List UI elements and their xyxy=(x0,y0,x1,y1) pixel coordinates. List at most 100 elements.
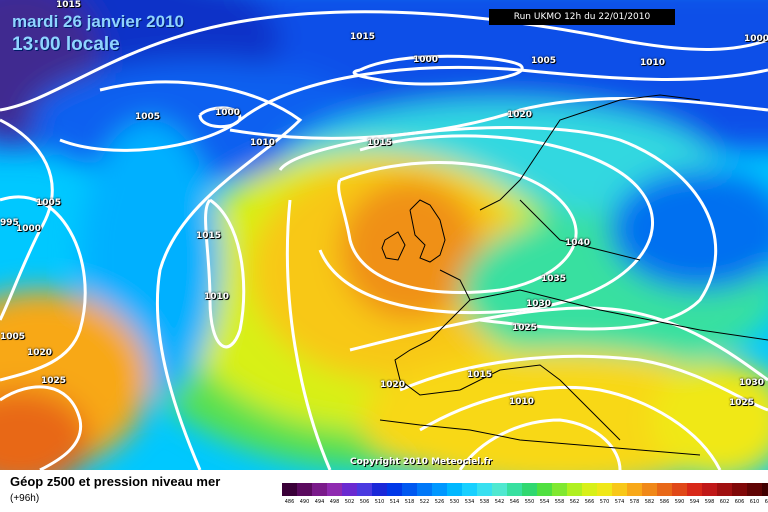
isobar-label: 1025 xyxy=(512,323,538,333)
color-scale-label: 594 xyxy=(689,499,700,505)
map-canvas xyxy=(0,0,768,470)
isobar-label: 1030 xyxy=(526,299,552,309)
color-scale-label: 498 xyxy=(329,499,340,505)
isobar-label: 1000 xyxy=(215,108,241,118)
isobar-label: 1010 xyxy=(204,292,230,302)
copyright-notice: Copyright 2010 Meteociel.fr xyxy=(350,457,493,467)
color-scale-swatch xyxy=(477,483,492,496)
color-scale-swatch xyxy=(327,483,342,496)
isobar-label: 1035 xyxy=(541,274,567,284)
isobar-label: 995 xyxy=(0,218,19,228)
color-scale-label: 562 xyxy=(569,499,580,505)
color-scale-swatch xyxy=(387,483,402,496)
map-local-time: 13:00 locale xyxy=(12,34,120,55)
color-scale-label: 614 xyxy=(764,499,768,505)
color-scale-label: 510 xyxy=(374,499,385,505)
color-scale xyxy=(282,483,768,496)
forecast-range: (+96h) xyxy=(10,493,40,504)
color-scale-label: 514 xyxy=(389,499,400,505)
color-scale-swatch xyxy=(732,483,747,496)
isobars xyxy=(0,10,768,470)
color-scale-label: 574 xyxy=(614,499,625,505)
color-scale-swatch xyxy=(297,483,312,496)
isobar-label: 1000 xyxy=(744,34,768,44)
color-scale-swatch xyxy=(597,483,612,496)
legend-footer: Géop z500 et pression niveau mer (+96h) … xyxy=(0,470,768,512)
color-scale-swatch xyxy=(687,483,702,496)
color-scale-label: 610 xyxy=(749,499,760,505)
color-scale-label: 550 xyxy=(524,499,535,505)
color-scale-swatch xyxy=(507,483,522,496)
color-scale-swatch xyxy=(672,483,687,496)
isobar-label: 1015 xyxy=(196,231,222,241)
isobar-label: 1000 xyxy=(413,55,439,65)
color-scale-label: 598 xyxy=(704,499,715,505)
isobar-label: 1000 xyxy=(16,224,42,234)
color-scale-swatch xyxy=(702,483,717,496)
isobar-label: 1010 xyxy=(640,58,666,68)
isobar-label: 1025 xyxy=(729,398,755,408)
color-scale-label: 486 xyxy=(284,499,295,505)
model-run-label: Run UKMO 12h du 22/01/2010 xyxy=(489,9,675,25)
color-scale-swatch xyxy=(657,483,672,496)
color-scale-swatch xyxy=(762,483,768,496)
color-scale-label: 570 xyxy=(599,499,610,505)
color-scale-label: 494 xyxy=(314,499,325,505)
color-scale-label: 590 xyxy=(674,499,685,505)
color-scale-swatch xyxy=(642,483,657,496)
isobar-label: 1015 xyxy=(350,32,376,42)
isobar-label: 1005 xyxy=(135,112,161,122)
color-scale-label: 558 xyxy=(554,499,565,505)
color-scale-label: 542 xyxy=(494,499,505,505)
color-scale-swatch xyxy=(462,483,477,496)
color-scale-swatch xyxy=(312,483,327,496)
isobar-label: 1015 xyxy=(56,0,82,10)
map-caption: Géop z500 et pression niveau mer xyxy=(10,474,221,489)
color-scale-label: 530 xyxy=(449,499,460,505)
color-scale-swatch xyxy=(447,483,462,496)
isobar-label: 1020 xyxy=(507,110,533,120)
color-scale-swatch xyxy=(357,483,372,496)
isobar-label: 1025 xyxy=(41,376,67,386)
isobar-label: 1005 xyxy=(531,56,557,66)
coastlines xyxy=(379,94,768,456)
isobar-label: 1015 xyxy=(467,370,493,380)
isobar-label: 1020 xyxy=(380,380,406,390)
color-scale-label: 526 xyxy=(434,499,445,505)
color-scale-label: 506 xyxy=(359,499,370,505)
map-date: mardi 26 janvier 2010 xyxy=(12,12,185,31)
isobar-label: 1005 xyxy=(36,198,62,208)
isobar-label: 1020 xyxy=(27,348,53,358)
color-scale-labels: 486 490 494 498 502 506 510 514 518 522 526 530 534 5… xyxy=(282,499,768,505)
color-scale-label: 554 xyxy=(539,499,550,505)
color-scale-label: 546 xyxy=(509,499,520,505)
isobar-label: 1030 xyxy=(739,378,765,388)
color-scale-swatch xyxy=(402,483,417,496)
color-scale-swatch xyxy=(552,483,567,496)
isobar-label: 1040 xyxy=(565,238,591,248)
color-scale-swatch xyxy=(417,483,432,496)
color-scale-swatch xyxy=(747,483,762,496)
isobar-label: 1005 xyxy=(0,332,26,342)
color-scale-label: 538 xyxy=(479,499,490,505)
isobar-label: 1010 xyxy=(509,397,535,407)
color-scale-swatch xyxy=(627,483,642,496)
color-scale-swatch xyxy=(522,483,537,496)
color-scale-swatch xyxy=(537,483,552,496)
color-scale-swatch xyxy=(342,483,357,496)
color-scale-label: 566 xyxy=(584,499,595,505)
color-scale-swatch xyxy=(582,483,597,496)
color-scale-label: 522 xyxy=(419,499,430,505)
isobar-label: 1010 xyxy=(250,138,276,148)
color-scale-label: 582 xyxy=(644,499,655,505)
color-scale-swatch xyxy=(492,483,507,496)
color-scale-label: 586 xyxy=(659,499,670,505)
color-scale-label: 518 xyxy=(404,499,415,505)
color-scale-swatch xyxy=(612,483,627,496)
color-scale-swatch xyxy=(432,483,447,496)
color-scale-label: 534 xyxy=(464,499,475,505)
isobar-label: 1015 xyxy=(367,138,393,148)
color-scale-label: 502 xyxy=(344,499,355,505)
color-scale-label: 606 xyxy=(734,499,745,505)
